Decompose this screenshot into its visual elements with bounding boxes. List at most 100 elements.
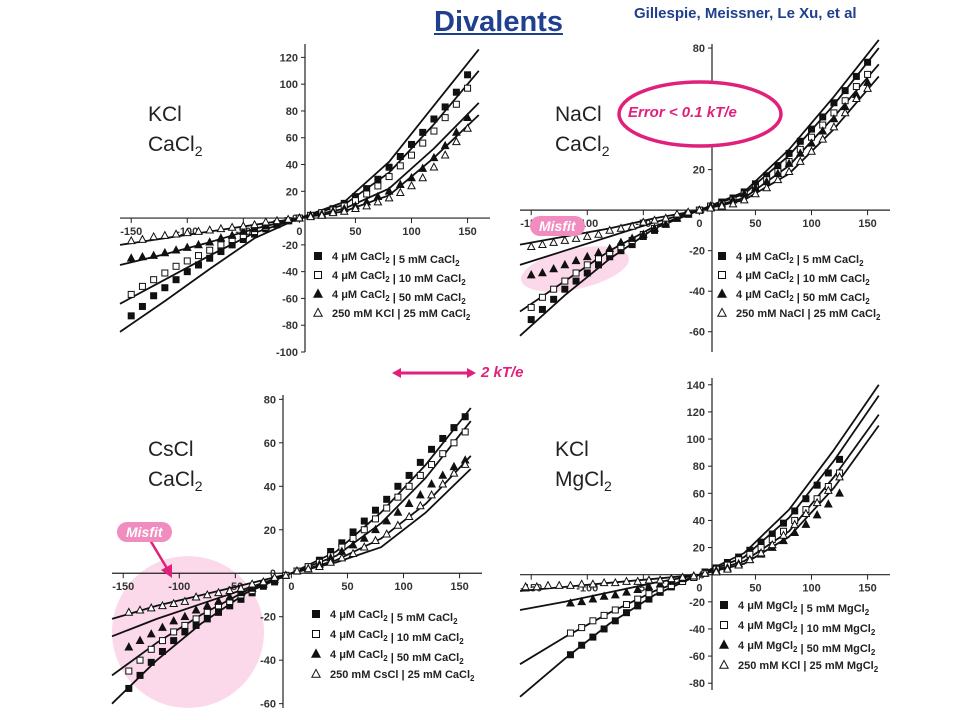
data-point-triangle-filled	[371, 524, 380, 534]
data-point-square-filled	[464, 71, 472, 79]
data-point-square-filled	[841, 87, 849, 95]
data-point-triangle-open	[650, 215, 659, 224]
data-point-triangle-open	[146, 603, 156, 612]
data-point-square-filled	[192, 621, 200, 629]
legend-subscript: 2	[876, 313, 881, 322]
legend-subscript: 2	[793, 625, 798, 634]
data-point-triangle-open	[326, 557, 336, 566]
data-point-triangle-open	[863, 83, 873, 92]
data-point-square-open	[150, 276, 158, 284]
legend-entry: 250 mM KCl | 25 mM MgCl2	[738, 660, 879, 674]
data-point-square-open	[428, 461, 436, 469]
data-point-triangle-filled	[238, 226, 248, 235]
panel-label-nacl-cacl2: NaCl CaCl2	[555, 100, 609, 166]
data-point-triangle-filled	[247, 583, 257, 592]
legend-text: 4	[330, 649, 339, 661]
legend-text: μ	[747, 600, 754, 612]
data-point-square-filled	[819, 113, 827, 121]
data-point-triangle-open	[812, 497, 822, 507]
data-point-triangle-filled	[801, 519, 811, 528]
legend-subscript: 2	[461, 278, 466, 287]
legend-text: 4	[330, 609, 339, 621]
y-tick-label: 20	[286, 186, 298, 198]
x-tick-label: -150	[120, 226, 142, 238]
data-point-square-open	[600, 611, 608, 619]
data-point-triangle-open	[205, 225, 215, 234]
legend-text: | 10 mM MgCl	[797, 623, 870, 635]
legend-text: 4	[738, 640, 747, 652]
data-point-square-filled	[127, 312, 135, 320]
data-point-triangle-filled	[599, 591, 609, 600]
data-point-square-open	[583, 261, 591, 269]
y-tick-label: -40	[689, 286, 705, 298]
data-point-triangle-filled	[812, 510, 822, 519]
label-divalent-sub: 2	[604, 478, 612, 494]
data-point-triangle-open	[149, 231, 159, 241]
data-point-square-filled	[428, 445, 436, 453]
panel-label-kcl-cacl2: KCl CaCl2	[148, 100, 202, 166]
data-point-triangle-filled	[135, 635, 145, 644]
label-salt: NaCl	[555, 103, 602, 126]
label-divalent: CaCl2	[148, 130, 202, 166]
data-point-square-open	[203, 608, 211, 616]
data-point-square-filled	[589, 633, 597, 641]
legend-text: μ	[341, 270, 348, 282]
data-point-triangle-open	[451, 136, 461, 146]
data-point-triangle-open	[537, 239, 547, 248]
y-tick-label: 20	[264, 525, 276, 537]
legend-text: 4	[332, 270, 341, 282]
data-point-triangle-filled	[382, 516, 392, 525]
data-point-triangle-open	[418, 172, 428, 182]
data-point-triangle-open	[463, 123, 473, 132]
data-point-triangle-filled	[216, 233, 226, 242]
data-point-triangle-open	[225, 585, 235, 594]
legend-text: | 10 mM CaCl	[388, 632, 460, 644]
data-point-triangle-filled	[463, 112, 473, 121]
data-point-triangle-open	[362, 201, 372, 210]
data-point-triangle-filled	[650, 223, 659, 232]
legend-text: | 5 mM MgCl	[797, 603, 864, 615]
slide-title: Divalents	[434, 6, 563, 38]
data-point-triangle-open	[158, 600, 167, 610]
data-point-triangle-open	[317, 210, 327, 219]
y-tick-label: -40	[689, 624, 705, 636]
legend-subscript: 2	[871, 648, 876, 657]
data-point-square-filled	[312, 610, 320, 618]
x-tick-label: 150	[458, 226, 476, 238]
data-point-triangle-open	[449, 468, 459, 477]
data-point-triangle-open	[835, 472, 844, 481]
data-point-square-filled	[566, 651, 574, 659]
data-point-triangle-filled	[784, 158, 794, 167]
fit-curve	[111, 468, 472, 620]
legend-text: M CaCl	[752, 270, 789, 282]
data-point-triangle-open	[261, 217, 271, 226]
legend-text: 250 mM KCl | 25 mM MgCl	[738, 660, 874, 672]
legend-text: μ	[745, 270, 752, 282]
data-point-square-open	[405, 482, 413, 490]
data-point-triangle-open	[706, 203, 716, 212]
legend-subscript: 2	[793, 645, 798, 654]
data-point-triangle-open	[169, 598, 179, 608]
data-point-square-filled	[408, 140, 416, 148]
data-point-square-open	[194, 252, 202, 260]
data-point-triangle-filled	[622, 587, 631, 596]
legend-text: 250 mM NaCl | 25 mM CaCl	[736, 308, 876, 320]
legend-text: M CaCl	[346, 649, 383, 661]
data-point-triangle-filled	[438, 470, 448, 479]
data-point-triangle-open	[694, 205, 704, 214]
data-point-triangle-open	[238, 221, 248, 230]
data-point-triangle-open	[194, 226, 203, 235]
data-point-square-filled	[349, 528, 357, 536]
data-point-triangle-open	[756, 548, 766, 557]
legend-text: M MgCl	[754, 640, 793, 652]
legend-subscript: 2	[385, 256, 390, 265]
data-point-square-open	[578, 624, 586, 632]
data-point-square-filled	[561, 285, 569, 293]
data-point-triangle-open	[191, 592, 201, 601]
data-point-triangle-filled	[427, 479, 436, 488]
data-point-triangle-filled	[407, 172, 416, 182]
data-point-triangle-filled	[158, 622, 167, 631]
data-point-triangle-open	[678, 572, 688, 581]
legend-subscript: 2	[865, 297, 870, 306]
data-point-triangle-open	[745, 554, 755, 564]
